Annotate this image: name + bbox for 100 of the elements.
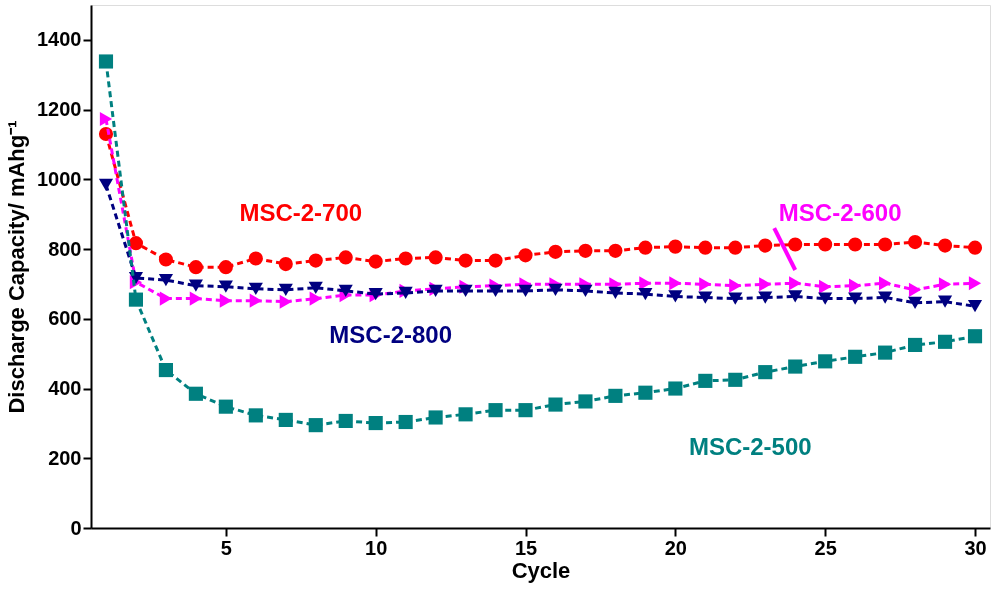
point — [788, 290, 803, 303]
point — [308, 281, 323, 294]
point — [937, 238, 953, 253]
point — [608, 286, 623, 300]
point — [338, 284, 353, 298]
point — [488, 284, 503, 298]
point — [128, 292, 144, 307]
point — [968, 276, 982, 291]
x-tick-label: 30 — [964, 536, 987, 559]
point — [249, 293, 262, 308]
point — [158, 273, 173, 287]
point — [638, 385, 653, 400]
point — [279, 294, 292, 309]
point — [398, 251, 413, 266]
series-label: MSC-2-500 — [688, 432, 812, 460]
point — [578, 243, 593, 258]
y-tick-label: 1400 — [37, 28, 82, 51]
point — [698, 373, 713, 388]
point — [668, 239, 683, 254]
point — [188, 386, 203, 401]
point — [189, 291, 203, 306]
point — [248, 282, 263, 295]
point — [158, 252, 173, 267]
point — [878, 237, 893, 252]
point — [848, 237, 863, 252]
point — [848, 292, 863, 305]
point — [309, 291, 322, 306]
point — [758, 238, 773, 253]
point — [188, 279, 203, 292]
x-tick-label: 20 — [664, 536, 687, 559]
point — [368, 254, 383, 269]
text: MSC-2-600 — [778, 199, 902, 227]
point — [578, 394, 593, 409]
point — [308, 253, 323, 268]
y-tick-label: 400 — [48, 377, 82, 400]
point — [908, 296, 923, 309]
point — [729, 278, 742, 293]
point — [848, 349, 863, 364]
point — [428, 250, 443, 265]
y-tick-label: 1000 — [37, 167, 82, 190]
point — [878, 291, 893, 304]
point — [488, 403, 503, 418]
point — [728, 372, 743, 387]
point — [759, 277, 772, 292]
point — [218, 260, 233, 275]
point — [758, 291, 773, 304]
point — [278, 257, 293, 272]
point — [937, 334, 953, 349]
point — [638, 287, 653, 301]
point — [819, 279, 832, 294]
point — [99, 111, 113, 127]
point — [668, 381, 683, 396]
y-tick-label: 200 — [48, 446, 82, 469]
point — [458, 407, 473, 422]
point — [608, 388, 623, 403]
y-tick-label: 1200 — [37, 98, 82, 121]
point — [248, 408, 263, 423]
point — [728, 292, 743, 305]
point — [669, 276, 682, 291]
point — [967, 329, 983, 344]
point — [458, 284, 473, 298]
point — [98, 54, 114, 69]
point — [728, 240, 743, 255]
point — [398, 414, 413, 430]
point — [639, 276, 652, 291]
x-tick-label: 5 — [220, 536, 232, 559]
point — [758, 365, 773, 380]
point — [967, 300, 983, 313]
point — [548, 244, 563, 259]
point — [908, 235, 923, 250]
point — [578, 284, 593, 298]
point — [158, 362, 173, 378]
point — [548, 397, 563, 412]
point — [699, 277, 712, 292]
point — [908, 337, 923, 353]
x-tick-label: 15 — [514, 536, 538, 559]
point — [878, 276, 892, 291]
point — [908, 282, 922, 297]
point — [789, 276, 802, 291]
point — [518, 403, 533, 418]
point — [308, 418, 323, 433]
point — [218, 399, 233, 414]
point — [458, 253, 473, 268]
point — [548, 283, 563, 296]
point — [518, 248, 533, 263]
point — [788, 359, 803, 374]
y-tick-label: 800 — [48, 237, 82, 260]
point — [608, 243, 623, 258]
y-axis-title: Discharge Capacity/ mAhg⁻¹ — [4, 120, 30, 414]
point — [698, 291, 713, 304]
point — [818, 292, 833, 305]
point — [98, 178, 114, 192]
point — [818, 237, 833, 252]
point — [488, 253, 503, 268]
point — [818, 354, 833, 369]
series-label: MSC-2-700 — [239, 199, 363, 227]
point — [967, 240, 983, 255]
point — [698, 240, 713, 255]
point — [788, 237, 803, 252]
point — [338, 413, 353, 429]
